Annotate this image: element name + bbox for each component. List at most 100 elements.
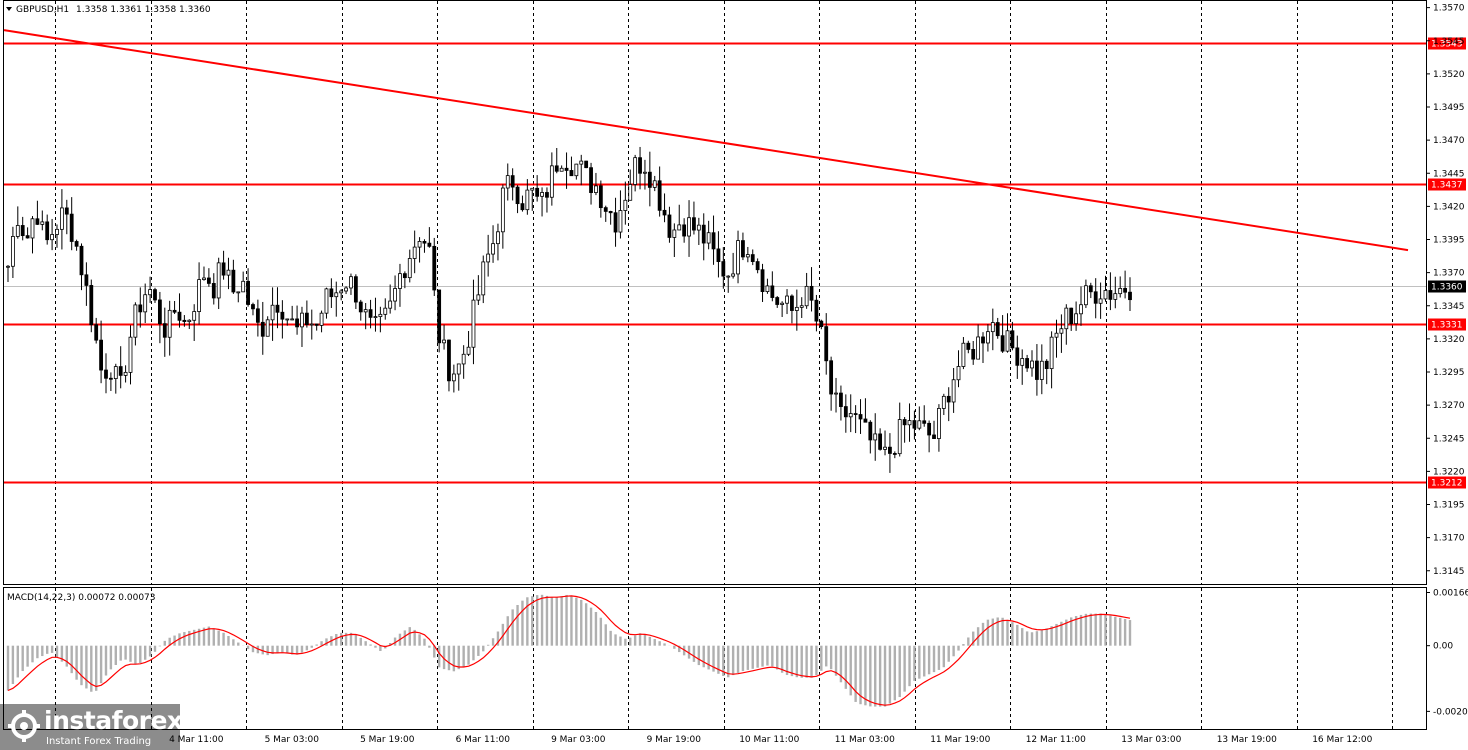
bullish-candle-body xyxy=(270,304,275,321)
bullish-candle-body xyxy=(652,180,657,188)
bearish-candle-body xyxy=(510,175,515,188)
price-tick-label: 1.3345 xyxy=(1433,302,1465,312)
bullish-candle-body xyxy=(202,277,206,280)
bearish-candle-body xyxy=(206,277,211,284)
bearish-candle-body xyxy=(741,240,745,258)
bearish-candle-body xyxy=(172,309,177,313)
level-price-label: 1.3543 xyxy=(1431,40,1463,50)
time-tick-label: 6 Mar 11:00 xyxy=(456,735,511,745)
bearish-candle-body xyxy=(971,349,976,360)
macd-signal-line xyxy=(7,595,1131,706)
bearish-candle-body xyxy=(966,342,971,350)
bearish-candle-body xyxy=(922,420,927,424)
bearish-candle-body xyxy=(1044,360,1049,370)
bullish-candle-body xyxy=(579,160,584,165)
bullish-candle-body xyxy=(383,307,388,315)
price-tick-label: 1.3570 xyxy=(1433,4,1465,14)
bearish-candle-body xyxy=(1000,335,1005,352)
bearish-candle-body xyxy=(231,269,236,293)
bullish-candle-body xyxy=(1030,360,1034,369)
bullish-candle-body xyxy=(941,395,946,409)
bullish-candle-body xyxy=(1079,304,1083,315)
bullish-candle-body xyxy=(192,311,197,321)
bullish-candle-body xyxy=(216,262,221,299)
bullish-candle-body xyxy=(388,300,393,309)
bullish-candle-body xyxy=(187,319,192,322)
bullish-candle-body xyxy=(976,336,981,360)
bullish-candle-body xyxy=(907,420,912,426)
bullish-candle-body xyxy=(500,187,505,233)
bullish-candle-body xyxy=(471,299,476,348)
bullish-candle-body xyxy=(937,408,941,439)
support-resistance-levels: 1.3543 1.3437 1.3331 1.3212 1.3360 xyxy=(4,37,1466,489)
bullish-candle-body xyxy=(574,163,579,177)
price-tick-label: 1.3220 xyxy=(1433,467,1465,477)
bearish-candle-body xyxy=(682,224,687,237)
bearish-candle-body xyxy=(275,304,280,313)
bullish-candle-body xyxy=(917,420,922,429)
macd-axis: 0.00166 0.00 -0.00205 xyxy=(1426,588,1468,717)
bearish-candle-body xyxy=(314,323,319,326)
bullish-candle-body xyxy=(633,157,638,185)
bullish-candle-body xyxy=(456,363,461,375)
bearish-candle-body xyxy=(437,289,442,344)
price-tick-label: 1.3195 xyxy=(1433,501,1465,511)
bullish-candle-body xyxy=(848,413,853,418)
bearish-candle-body xyxy=(1123,288,1128,293)
bullish-candle-body xyxy=(417,241,422,248)
bullish-candle-body xyxy=(785,295,789,304)
bearish-candle-body xyxy=(1010,330,1015,349)
level-price-label: 1.3212 xyxy=(1431,479,1463,489)
bullish-candle-body xyxy=(491,243,495,255)
bearish-candle-body xyxy=(819,320,824,327)
bullish-candle-body xyxy=(1098,298,1103,304)
vertical-grid xyxy=(55,1,1393,729)
bearish-candle-body xyxy=(99,339,103,371)
time-tick-label: 5 Mar 19:00 xyxy=(360,735,415,745)
bearish-candle-body xyxy=(1025,358,1030,369)
bearish-candle-body xyxy=(520,203,525,211)
price-tick-label: 1.3270 xyxy=(1433,401,1465,411)
bullish-candle-body xyxy=(1020,358,1025,366)
bullish-candle-body xyxy=(990,322,995,333)
bullish-candle-body xyxy=(643,171,647,174)
bearish-candle-body xyxy=(304,312,309,325)
bullish-candle-body xyxy=(799,305,804,308)
bullish-candle-body xyxy=(128,336,133,373)
bearish-candle-body xyxy=(878,433,883,450)
bearish-candle-body xyxy=(843,406,848,418)
bearish-candle-body xyxy=(20,225,25,237)
bearish-candle-body xyxy=(755,261,760,271)
bearish-candle-body xyxy=(692,217,696,231)
bullish-candle-body xyxy=(505,175,510,189)
bearish-candle-body xyxy=(701,224,706,244)
bearish-candle-body xyxy=(839,392,843,407)
bearish-candle-body xyxy=(69,213,74,242)
bullish-candle-body xyxy=(442,339,446,344)
bearish-candle-body xyxy=(280,311,285,320)
bullish-candle-body xyxy=(1074,313,1079,325)
macd-label: MACD(14,22,3) 0.00072 0.00073 xyxy=(7,593,156,603)
bullish-candle-body xyxy=(265,319,270,337)
bullish-candle-body xyxy=(897,419,902,455)
bullish-candle-body xyxy=(794,306,799,311)
bearish-candle-body xyxy=(564,167,569,171)
bullish-candle-body xyxy=(731,273,736,277)
bullish-candle-body xyxy=(706,232,711,244)
price-axis: 1.3570 1.3545 1.3520 1.3495 1.3470 1.3445 1.34… xyxy=(1426,4,1465,577)
symbol-dropdown-icon[interactable] xyxy=(6,7,12,11)
bearish-candle-body xyxy=(221,262,226,276)
price-tick-label: 1.3320 xyxy=(1433,335,1465,345)
bullish-candle-body xyxy=(123,371,128,376)
bullish-candle-body xyxy=(349,276,353,289)
bullish-candle-body xyxy=(1059,328,1064,334)
bearish-candle-body xyxy=(402,273,407,279)
bearish-candle-body xyxy=(157,299,162,325)
descending-trendline xyxy=(3,29,1409,252)
bearish-candle-body xyxy=(260,321,265,337)
bearish-candle-body xyxy=(902,419,907,426)
bearish-candle-body xyxy=(662,209,667,216)
bullish-candle-body xyxy=(466,346,471,355)
bearish-candle-body xyxy=(589,167,593,193)
